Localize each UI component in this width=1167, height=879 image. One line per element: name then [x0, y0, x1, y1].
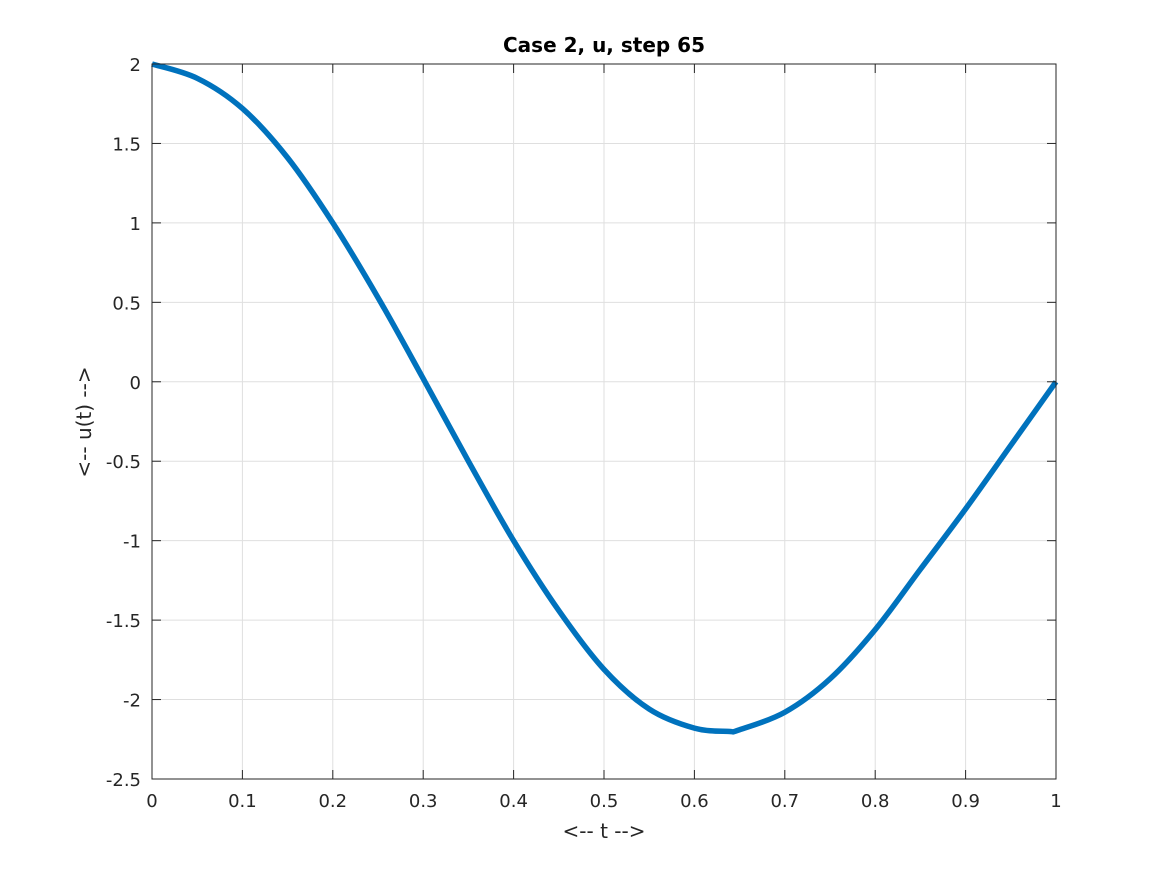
x-tick-label: 0.3	[409, 791, 438, 812]
series-line-group	[151, 61, 1059, 735]
chart-title: Case 2, u, step 65	[503, 33, 705, 57]
x-tick-label: 0.4	[499, 791, 528, 812]
x-tick-label: 0.9	[951, 791, 980, 812]
series-line	[151, 61, 1059, 735]
y-tick-label: 0	[130, 373, 141, 394]
x-tick-labels: 0 0.1 0.2 0.3 0.4 0.5 0.6 0.7 0.8 0.9 1	[146, 791, 1061, 812]
y-tick-label: -1	[123, 532, 141, 553]
tick-marks	[151, 63, 1057, 780]
x-tick-label: 0.2	[318, 791, 347, 812]
y-tick-label: -2.5	[106, 770, 141, 791]
x-tick-label: 0.7	[770, 791, 799, 812]
y-tick-label: -1.5	[106, 611, 141, 632]
x-tick-label: 0.6	[680, 791, 709, 812]
y-tick-label: 2	[130, 55, 141, 76]
y-tick-label: -2	[123, 691, 141, 712]
y-tick-label: 0.5	[112, 293, 141, 314]
x-tick-label: 0	[146, 791, 157, 812]
x-tick-label: 0.5	[590, 791, 619, 812]
y-axis-label: <-- u(t) -->	[72, 366, 96, 477]
y-tick-label: 1.5	[112, 134, 141, 155]
y-tick-label: -0.5	[106, 452, 141, 473]
x-tick-label: 0.1	[228, 791, 257, 812]
y-tick-labels: -2.5 -2 -1.5 -1 -0.5 0 0.5 1 1.5 2	[106, 55, 141, 791]
x-tick-label: 0.8	[861, 791, 890, 812]
x-axis-label: <-- t -->	[563, 819, 646, 843]
x-tick-label: 1	[1050, 791, 1061, 812]
y-tick-label: 1	[130, 214, 141, 235]
